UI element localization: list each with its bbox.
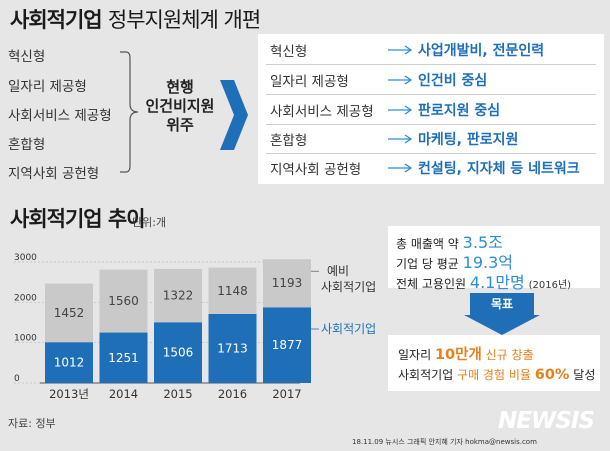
row-arrow-icon	[388, 134, 413, 144]
current-line-2: 인건비지원	[145, 97, 215, 115]
bar-value-label: 1452	[54, 306, 85, 320]
goal-2-hl: 구매 경험 비율	[457, 368, 531, 382]
legend-blue-label: 사회적기업	[321, 322, 376, 336]
row-arrow-icon	[388, 105, 413, 115]
stat-avg-value: 19.3억	[462, 253, 514, 272]
goal-1-num: 10만개	[434, 347, 482, 363]
legend-gray-line-1: 예비	[327, 264, 349, 278]
legend-gray-line-2: 사회적기업	[321, 280, 376, 294]
goal-2-num: 60%	[534, 367, 570, 383]
goal-box	[388, 335, 600, 391]
left-type-4: 혼합형	[8, 137, 46, 153]
brace-connector	[120, 51, 139, 173]
x-tick-label: 2014	[109, 387, 138, 401]
bar-value-label: 1012	[54, 356, 85, 370]
bar-social-enterprise	[45, 342, 93, 383]
left-type-3: 사회서비스 제공형	[8, 108, 112, 124]
row-divider	[266, 153, 596, 154]
unit-label: 단위:개	[132, 216, 167, 229]
new-type-4: 혼합형	[270, 133, 308, 149]
page-title: 사회적기업 정부지원체계 개편	[10, 4, 261, 34]
goal-2-suffix: 달성	[573, 368, 596, 382]
new-support-5: 컨설팅, 지자체 등 네트워크	[418, 161, 580, 177]
bar-pre-social-enterprise	[263, 259, 311, 308]
stat-emp-value: 4.1만명	[469, 273, 525, 292]
goal-arrow-icon: 목표	[464, 293, 540, 335]
goal-line-2: 사회적기업 구매 경험 비율 60% 달성	[398, 366, 595, 383]
goal-2-prefix: 사회적기업	[398, 368, 454, 382]
bar-value-label: 1506	[163, 346, 194, 360]
bar-value-label: 1560	[108, 294, 139, 308]
bar-pre-social-enterprise	[99, 269, 148, 333]
x-tick-label: 2013년	[49, 387, 89, 401]
newsis-logo: NEWSIS	[498, 408, 595, 434]
left-type-1: 혁신형	[8, 49, 46, 65]
left-type-2: 일자리 제공형	[8, 79, 87, 95]
transition-arrow-icon	[220, 80, 248, 150]
new-support-panel	[258, 34, 604, 184]
row-divider	[266, 64, 596, 65]
x-tick-label: 2016	[218, 387, 247, 401]
row-divider	[266, 94, 596, 95]
new-type-2: 일자리 제공형	[270, 74, 349, 90]
bar-social-enterprise	[208, 313, 257, 383]
y-tick-label: 1000	[14, 334, 37, 344]
current-line-1: 현행	[166, 78, 194, 96]
stat-emp-year: (2016년)	[528, 280, 572, 291]
current-line-3: 위주	[166, 116, 194, 134]
row-arrow-icon	[388, 75, 413, 85]
stats-box	[388, 226, 600, 288]
row-arrow-icon	[388, 163, 413, 173]
bar-value-label: 1877	[272, 338, 303, 352]
stat-sales-value: 3.5조	[462, 233, 503, 252]
current-policy-label: 현행 인건비지원 위주	[140, 78, 220, 135]
goal-label: 목표	[491, 297, 513, 311]
source-note: 자료: 정부	[8, 417, 56, 430]
bar-pre-social-enterprise	[45, 283, 93, 343]
credit-line: 18.11.09 뉴시스 그래픽 안지혜 기자 hokma@newsis.com	[352, 438, 537, 446]
new-support-1: 사업개발비, 전문인력	[418, 43, 545, 59]
new-support-3: 판로지원 중심	[418, 103, 501, 119]
new-support-2: 인건비 중심	[418, 73, 488, 89]
new-type-3: 사회서비스 제공형	[270, 104, 374, 120]
stat-employment: 전체 고용인원 4.1만명 (2016년)	[396, 269, 571, 293]
new-support-4: 마케팅, 판로지원	[418, 132, 519, 148]
stat-sales-label: 총 매출액 약	[396, 237, 459, 251]
bar-pre-social-enterprise	[154, 268, 202, 323]
x-tick-label: 2017	[272, 387, 301, 401]
left-type-5: 지역사회 공헌형	[8, 166, 100, 182]
stat-sales: 총 매출액 약 3.5조	[396, 229, 503, 253]
bar-pre-social-enterprise	[208, 267, 257, 314]
stacked-bar-chart: 3000 2000 1000 0 1012 1452 2013년 1251 1560 2014 1…	[14, 253, 376, 401]
page-title-rest: 정부지원체계 개편	[107, 8, 261, 32]
new-type-1: 혁신형	[270, 44, 308, 60]
bar-social-enterprise	[263, 307, 311, 383]
y-tick-label: 0	[14, 374, 20, 384]
row-divider	[266, 124, 596, 125]
page-title-bold: 사회적기업	[10, 8, 103, 32]
stat-emp-label: 전체 고용인원	[396, 277, 467, 291]
row-arrow-icon	[388, 45, 413, 55]
goal-1-prefix: 일자리	[398, 348, 432, 362]
bar-social-enterprise	[154, 322, 202, 383]
bar-value-label: 1322	[163, 289, 194, 303]
y-tick-label: 2000	[14, 293, 37, 303]
stat-avg-label: 기업 당 평균	[396, 257, 459, 271]
y-tick-label: 3000	[14, 253, 37, 263]
chart-title: 사회적기업 추이	[10, 207, 146, 231]
x-tick-label: 2015	[163, 387, 192, 401]
goal-line-1: 일자리 10만개 신규 창출	[398, 343, 534, 364]
new-type-5: 지역사회 공헌형	[270, 162, 362, 178]
bar-value-label: 1148	[217, 284, 248, 298]
stat-avg: 기업 당 평균 19.3억	[396, 249, 513, 273]
bar-value-label: 1251	[108, 351, 139, 365]
goal-1-hl: 신규 창출	[485, 348, 534, 362]
bar-value-label: 1713	[217, 341, 248, 355]
bar-value-label: 1193	[272, 276, 303, 290]
bar-social-enterprise	[99, 332, 148, 383]
